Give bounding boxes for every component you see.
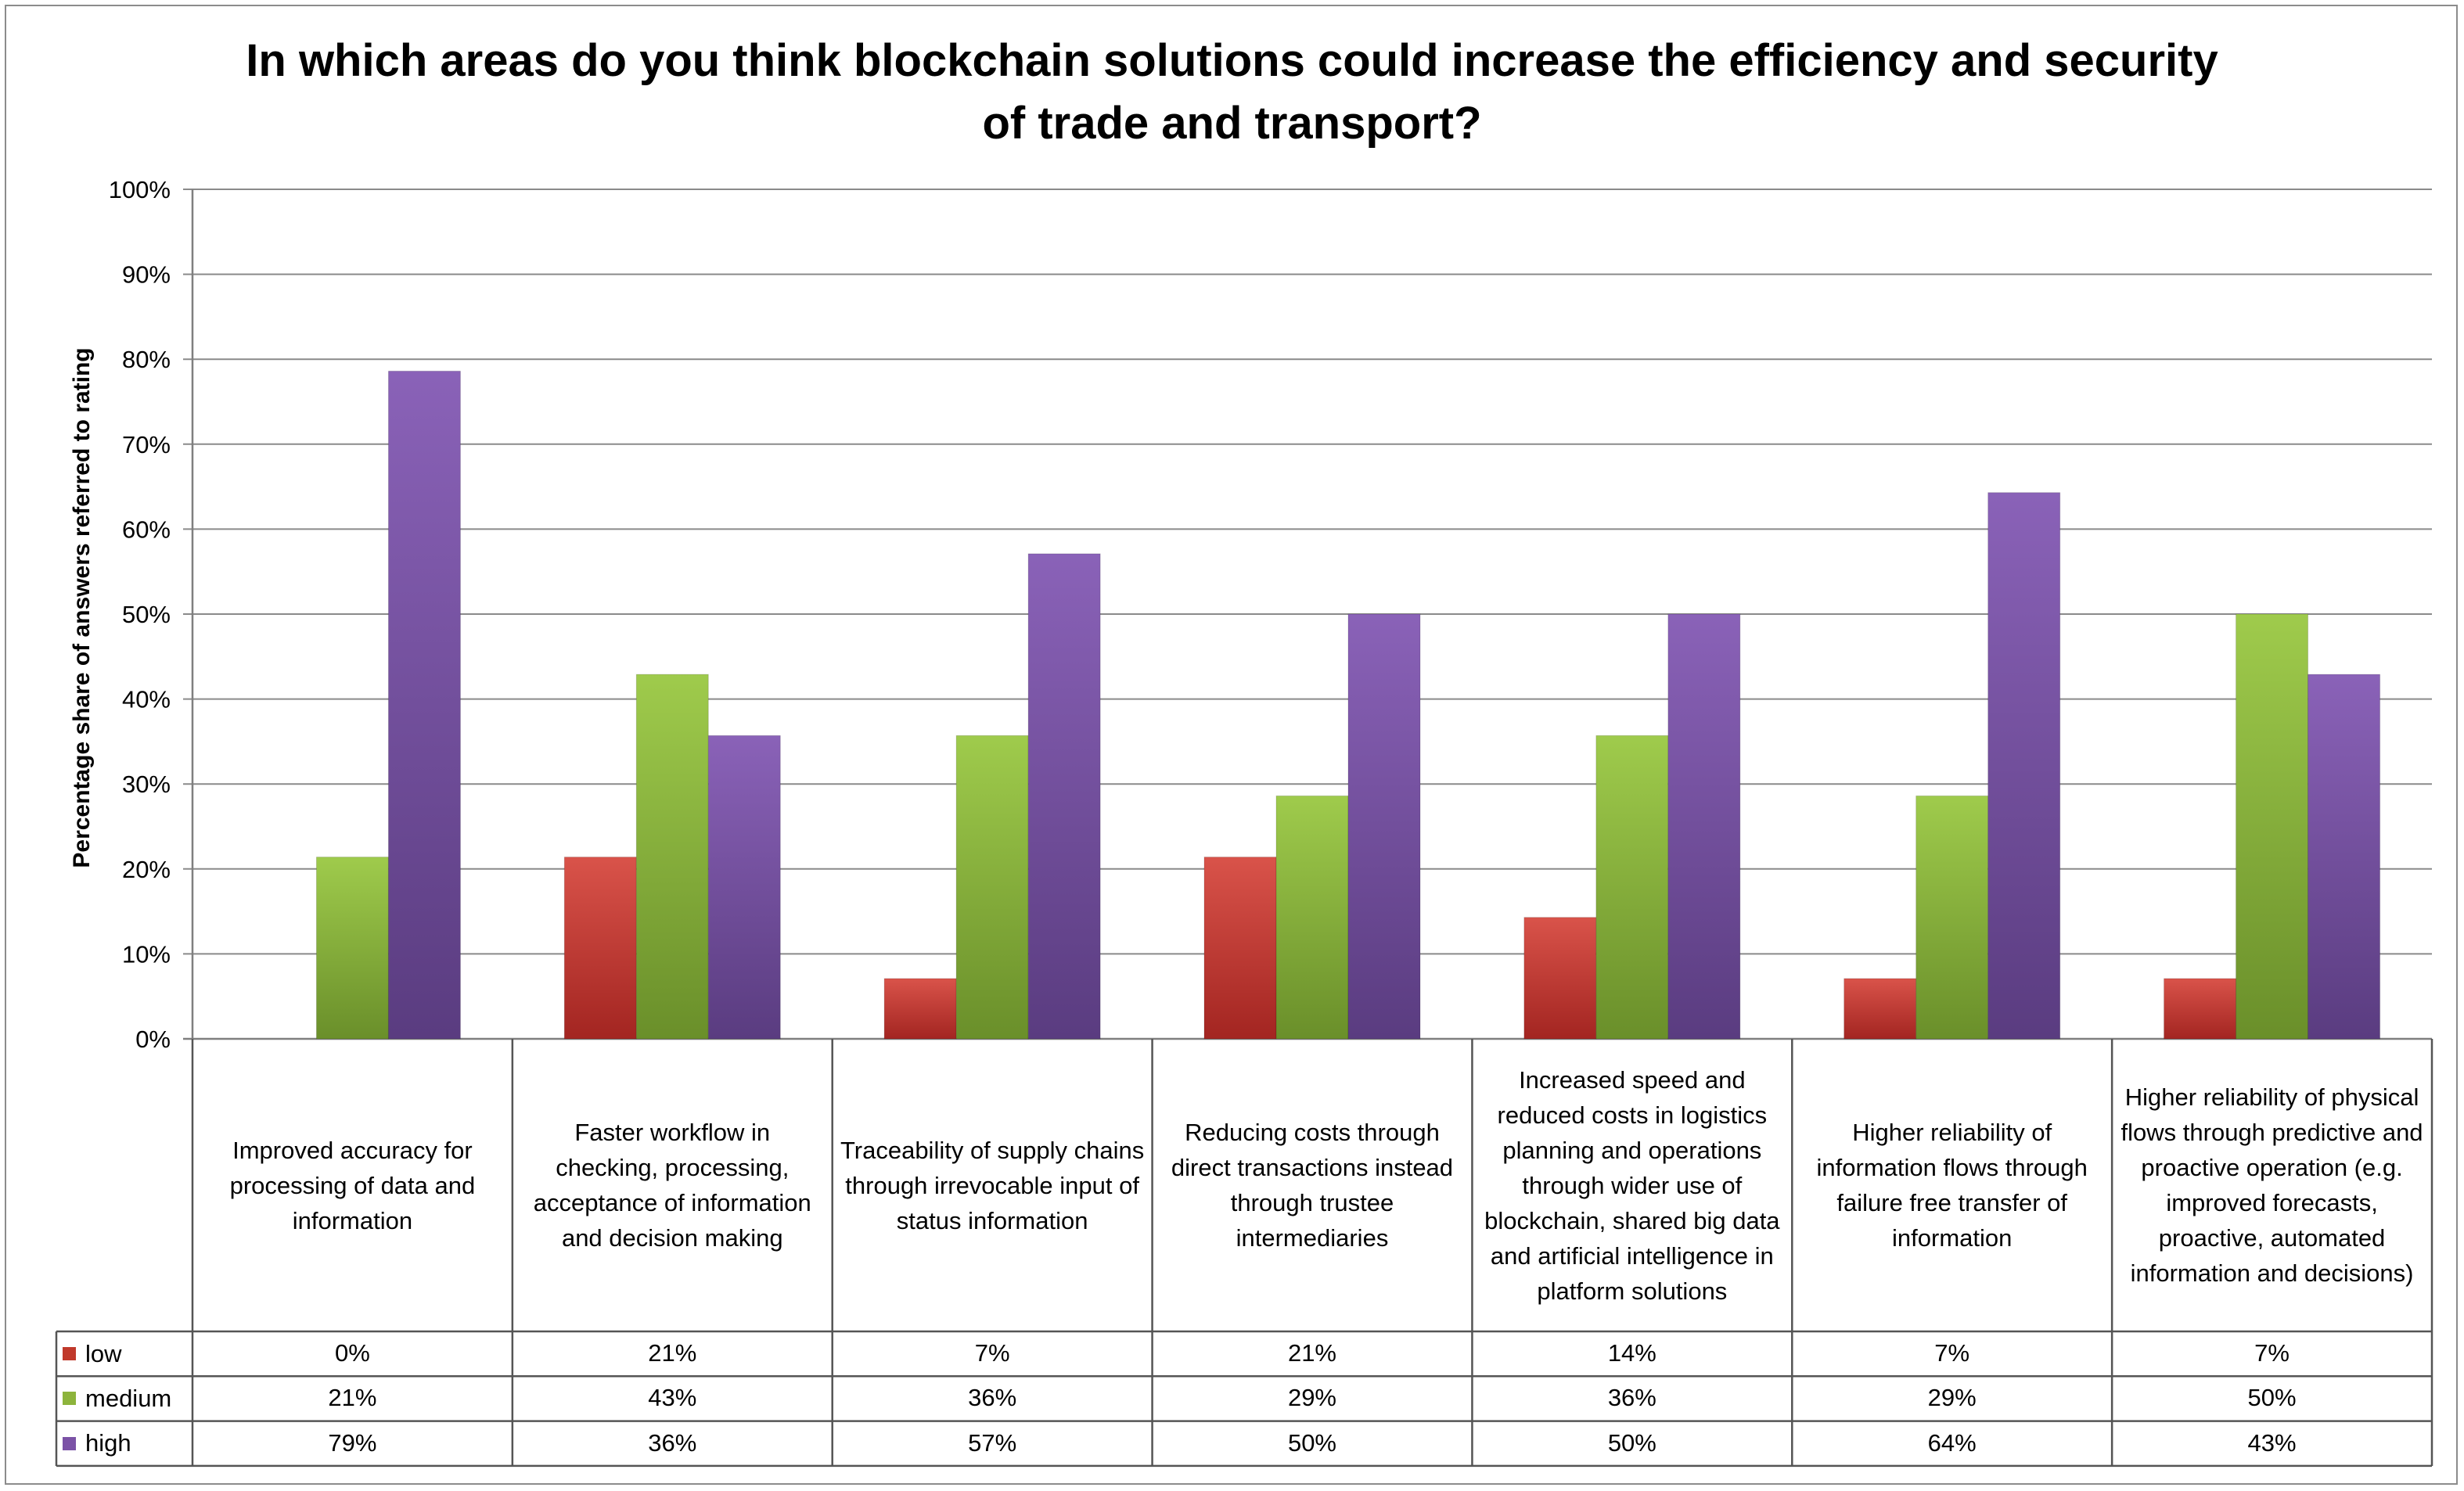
data-label-medium: 21%: [328, 1384, 377, 1412]
bar-high: [1667, 613, 1741, 1040]
bar-high: [1987, 492, 2061, 1040]
bar-low: [1523, 917, 1597, 1040]
bar-medium: [635, 674, 709, 1040]
data-label-low: 21%: [1287, 1339, 1336, 1367]
legend-swatch: [63, 1436, 76, 1450]
bar-medium: [955, 735, 1029, 1040]
data-label-low: 7%: [2254, 1339, 2290, 1367]
y-tick-label: 30%: [122, 771, 171, 798]
data-label-high: 36%: [648, 1428, 697, 1457]
bar-high: [387, 370, 461, 1040]
legend-low: low: [56, 1331, 122, 1376]
data-label-high: 79%: [328, 1428, 377, 1457]
bar-medium: [1915, 795, 1989, 1040]
category-label: Increased speed and reduced costs in log…: [1484, 1065, 1780, 1305]
data-label-low: 21%: [648, 1339, 697, 1367]
bar-medium: [1275, 795, 1349, 1040]
data-label-low: 14%: [1607, 1339, 1656, 1367]
bar-high: [1347, 613, 1421, 1040]
y-tick-label: 60%: [122, 516, 171, 543]
data-label-low: 7%: [974, 1339, 1010, 1367]
chart-title: In which areas do you think blockchain s…: [0, 30, 2464, 155]
data-label-medium: 36%: [968, 1384, 1017, 1412]
bar-high: [707, 735, 781, 1040]
data-label-high: 43%: [2247, 1428, 2297, 1457]
bar-medium: [1595, 735, 1669, 1040]
data-label-medium: 43%: [648, 1384, 697, 1412]
bar-high: [2308, 674, 2381, 1040]
data-label-medium: 29%: [1927, 1384, 1977, 1412]
category-label: Faster workflow in checking, processing,…: [533, 1119, 811, 1252]
chart-title-line-2: of trade and transport?: [982, 98, 1482, 149]
bar-high: [1027, 553, 1101, 1040]
bar-medium: [2236, 613, 2309, 1040]
bar-low: [1844, 978, 1917, 1040]
data-label-medium: 50%: [2247, 1384, 2297, 1412]
y-tick-label: 100%: [109, 176, 171, 203]
y-tick-label: 10%: [122, 940, 171, 968]
y-tick-label: 20%: [122, 856, 171, 883]
y-tick-label: 50%: [122, 601, 171, 628]
bar-low: [563, 857, 637, 1040]
data-label-high: 57%: [968, 1428, 1017, 1457]
y-tick-label: 80%: [122, 346, 171, 373]
category-label: Higher reliability of information flows …: [1816, 1119, 2088, 1252]
bar-low: [883, 978, 957, 1040]
bar-medium: [315, 857, 389, 1040]
chart-title-line-1: In which areas do you think blockchain s…: [246, 35, 2218, 86]
data-label-low: 0%: [335, 1339, 370, 1367]
legend-swatch: [63, 1392, 76, 1406]
data-label-low: 7%: [1934, 1339, 1970, 1367]
category-label: Traceability of supply chains through ir…: [840, 1136, 1145, 1234]
data-label-high: 50%: [1287, 1428, 1336, 1457]
legend-high: high: [56, 1421, 131, 1466]
bar-low: [2164, 978, 2237, 1040]
y-tick-label: 40%: [122, 686, 171, 713]
y-tick-label: 90%: [122, 261, 171, 289]
legend-medium: medium: [56, 1376, 171, 1421]
data-label-high: 50%: [1607, 1428, 1656, 1457]
y-tick-label: 0%: [135, 1026, 171, 1053]
legend-swatch: [63, 1347, 76, 1361]
category-label: Improved accuracy for processing of data…: [229, 1136, 476, 1234]
category-label: Higher reliability of physical flows thr…: [2120, 1083, 2423, 1287]
y-axis-label: Percentage share of answers referred to …: [69, 347, 95, 868]
category-label: Reducing costs through direct transactio…: [1171, 1119, 1454, 1252]
bar-low: [1203, 857, 1277, 1040]
data-label-medium: 29%: [1287, 1384, 1336, 1412]
legend-label: low: [85, 1339, 122, 1367]
legend-label: medium: [85, 1384, 172, 1412]
y-tick-label: 70%: [122, 431, 171, 458]
legend-label: high: [85, 1429, 131, 1457]
data-label-high: 64%: [1927, 1428, 1977, 1457]
data-label-medium: 36%: [1607, 1384, 1656, 1412]
